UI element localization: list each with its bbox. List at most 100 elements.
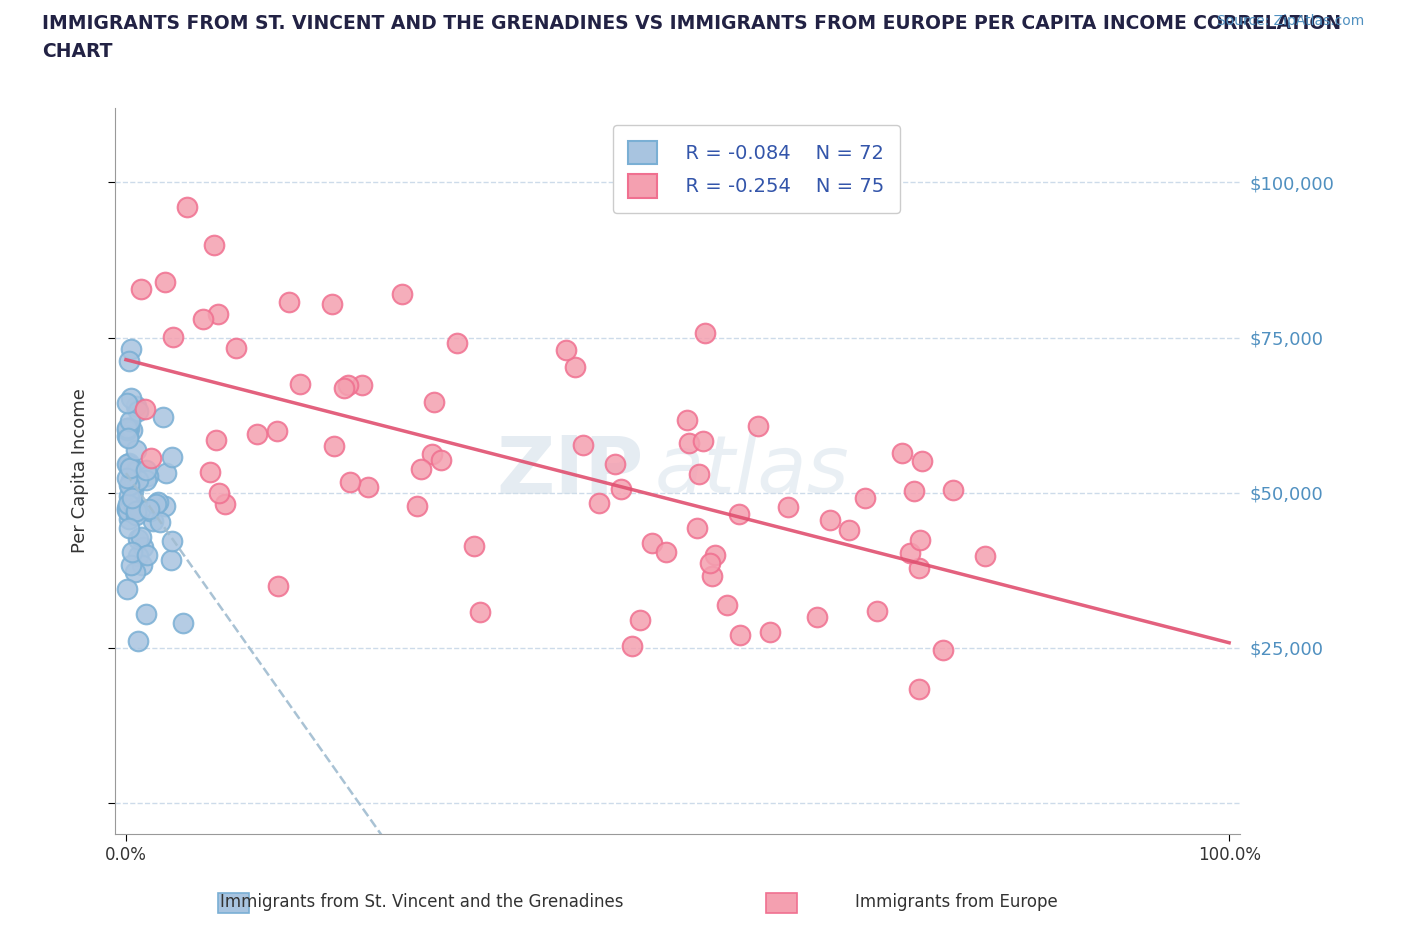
Point [120,473,142,488]
Point [446,336,468,351]
Point [149,515,172,530]
Point [336,378,359,392]
Point [898,546,921,561]
Point [118,478,141,493]
Y-axis label: Per Capita Income: Per Capita Income [72,389,89,553]
Point [118,420,141,435]
Point [932,643,955,658]
Point [176,200,198,215]
Point [172,616,194,631]
Point [121,491,143,506]
Legend:   R = -0.084    N = 72,   R = -0.254    N = 75: R = -0.084 N = 72, R = -0.254 N = 75 [613,125,900,213]
Point [117,497,139,512]
Text: atlas: atlas [655,432,849,510]
Point [136,548,159,563]
Point [266,424,288,439]
Point [208,485,231,500]
Point [124,464,146,479]
Point [152,409,174,424]
Point [685,520,707,535]
Point [129,529,152,544]
Point [129,502,152,517]
Point [207,307,229,322]
Point [159,552,181,567]
Point [121,422,143,437]
Point [125,504,148,519]
Point [267,578,290,593]
Point [117,512,139,526]
Point [974,548,997,563]
Point [136,469,159,484]
Point [818,512,841,527]
Point [115,471,138,485]
Point [125,398,148,413]
Point [838,523,860,538]
Point [903,484,925,498]
Point [564,360,586,375]
Point [695,326,717,340]
Point [120,341,142,356]
Point [866,604,889,618]
Text: Immigrants from St. Vincent and the Grenadines: Immigrants from St. Vincent and the Gren… [221,893,623,910]
Point [911,454,934,469]
Point [127,404,149,418]
Point [409,461,432,476]
Point [120,460,142,475]
Point [120,458,142,473]
Point [118,521,141,536]
Point [716,598,738,613]
Point [132,539,155,554]
Point [422,446,444,461]
Point [155,498,177,513]
Point [200,464,222,479]
Point [117,457,139,472]
Point [699,555,721,570]
Point [193,312,215,326]
Point [118,353,141,368]
Point [246,426,269,441]
Point [127,549,149,564]
Point [127,504,149,519]
Point [758,624,780,639]
Point [115,423,138,438]
Point [115,500,138,515]
Point [117,504,139,519]
Point [124,565,146,579]
Point [138,501,160,516]
Point [588,496,610,511]
Point [135,472,157,487]
Point [908,682,931,697]
Point [118,488,141,503]
Point [676,413,699,428]
Point [122,484,145,498]
Text: IMMIGRANTS FROM ST. VINCENT AND THE GRENADINES VS IMMIGRANTS FROM EUROPE PER CAP: IMMIGRANTS FROM ST. VINCENT AND THE GREN… [42,14,1341,33]
Point [131,282,153,297]
Point [115,395,138,410]
Point [118,477,141,492]
Point [605,457,627,472]
Point [225,340,247,355]
Point [423,395,446,410]
Point [339,474,361,489]
Point [120,391,142,405]
Point [122,499,145,514]
Point [214,497,236,512]
Point [155,466,177,481]
Point [463,538,485,553]
Point [120,472,142,487]
Point [278,295,301,310]
Point [357,479,380,494]
Text: Source: ZipAtlas.com: Source: ZipAtlas.com [1216,14,1364,28]
Point [321,297,343,312]
Point [162,449,184,464]
Point [555,342,578,357]
Text: ZIP: ZIP [496,432,644,510]
Point [702,569,724,584]
Point [610,482,633,497]
Point [728,507,751,522]
Point [908,532,931,547]
Point [430,453,453,468]
Point [117,456,139,471]
Point [125,443,148,458]
Point [125,508,148,523]
